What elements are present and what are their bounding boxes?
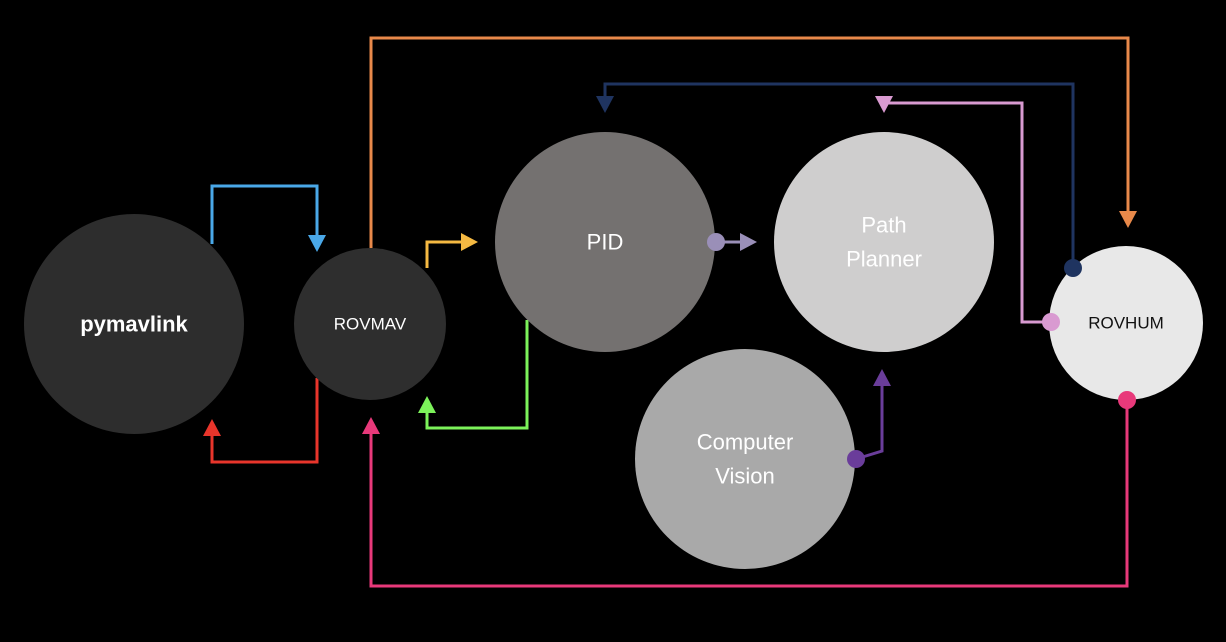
node-label-path-planner: Planner <box>846 247 922 272</box>
node-label-pid: PID <box>587 230 624 255</box>
node-circle-computer-vision <box>635 349 855 569</box>
node-path-planner: Path Planner <box>774 132 994 352</box>
node-pymavlink: pymavlink <box>24 214 244 434</box>
node-rovmav: ROVMAV <box>294 248 446 400</box>
edge-rovmav-to-pymavlink <box>210 378 319 464</box>
arrowhead-rovhum-to-rovmav <box>362 417 380 434</box>
node-label-rovmav: ROVMAV <box>334 315 407 334</box>
node-circle-path-planner <box>774 132 994 352</box>
edge-rovmav-to-pid <box>425 240 464 268</box>
edge-rovhum-to-rovmav <box>369 400 1129 588</box>
edge-start-dot-computer-vision-to-path-planner <box>847 450 865 468</box>
arrowhead-pymavlink-to-rovmav <box>308 235 326 252</box>
edge-rovhum-to-pid <box>603 82 1075 268</box>
edge-start-dot-rovhum-to-pid <box>1064 259 1082 277</box>
arrowhead-pid-to-path-planner <box>740 233 757 251</box>
edges-layer <box>210 36 1130 588</box>
node-label-rovhum: ROVHUM <box>1088 314 1164 333</box>
node-circle-pymavlink <box>24 214 244 434</box>
node-label-computer-vision: Computer <box>697 430 794 455</box>
node-pid: PID <box>495 132 715 352</box>
arrowhead-rovhum-to-pid <box>596 96 614 113</box>
arrowhead-computer-vision-to-path-planner <box>873 369 891 386</box>
edge-computer-vision-to-path-planner <box>855 383 884 461</box>
node-circle-pid <box>495 132 715 352</box>
edge-rovmav-to-rovhum <box>369 36 1130 248</box>
edge-start-dot-rovhum-to-rovmav <box>1118 391 1136 409</box>
node-label-path-planner: Path <box>861 213 906 238</box>
edge-start-dot-rovhum-to-path-planner <box>1042 313 1060 331</box>
markers-layer <box>203 96 1137 468</box>
arrowhead-rovhum-to-path-planner <box>875 96 893 113</box>
node-label-computer-vision: Vision <box>715 464 775 489</box>
edge-pid-to-rovmav <box>425 320 529 430</box>
edge-pymavlink-to-rovmav <box>210 184 319 244</box>
arrowhead-rovmav-to-pid <box>461 233 478 251</box>
arrowhead-rovmav-to-pymavlink <box>203 419 221 436</box>
node-circle-rovhum <box>1049 246 1203 400</box>
node-rovhum: ROVHUM <box>1049 246 1203 400</box>
arrowhead-pid-to-rovmav <box>418 396 436 413</box>
node-computer-vision: Computer Vision <box>635 349 855 569</box>
nodes-layer: pymavlink ROVMAV PID Path Planner Computer Vis… <box>24 132 1203 569</box>
arrowhead-rovmav-to-rovhum <box>1119 211 1137 228</box>
node-label-pymavlink: pymavlink <box>80 312 188 337</box>
node-circle-rovmav <box>294 248 446 400</box>
edge-start-dot-pid-to-path-planner <box>707 233 725 251</box>
